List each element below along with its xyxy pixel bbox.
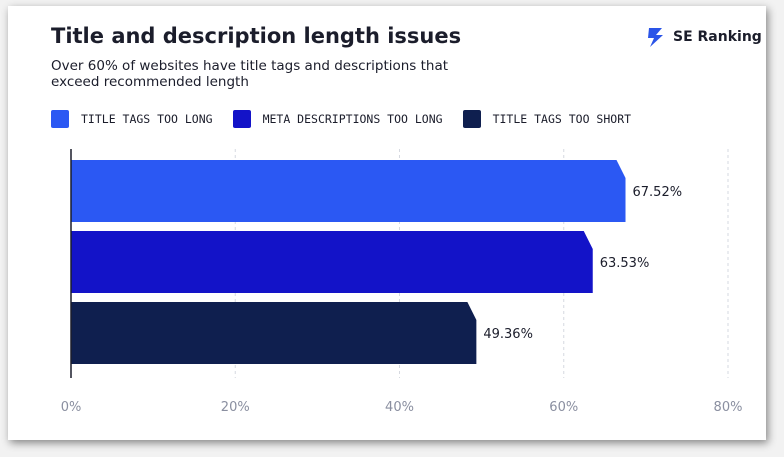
bar-chart: 67.52% 63.53% 49.36% 0% 20% 40% 60% 80%	[61, 149, 743, 415]
legend-label: TITLE TAGS TOO LONG	[81, 112, 213, 126]
legend-item-title-tags-too-short: TITLE TAGS TOO SHORT	[462, 110, 632, 128]
brand-name: SE Ranking	[673, 29, 762, 45]
x-tick-label: 40%	[385, 400, 414, 415]
data-label: 49.36%	[483, 327, 533, 342]
legend-item-title-tags-too-long: TITLE TAGS TOO LONG	[51, 110, 213, 128]
legend-swatch	[462, 110, 481, 128]
data-label: 67.52%	[633, 185, 683, 200]
x-tick-label: 0%	[61, 400, 82, 415]
legend-label: TITLE TAGS TOO SHORT	[492, 112, 632, 126]
legend-item-meta-descriptions-too-long: META DESCRIPTIONS TOO LONG	[232, 110, 443, 128]
x-tick-label: 80%	[714, 400, 743, 415]
x-tick-label: 20%	[221, 400, 250, 415]
bar	[71, 160, 626, 222]
x-tick-label: 60%	[549, 400, 578, 415]
chart-legend: TITLE TAGS TOO LONG META DESCRIPTIONS TO…	[51, 110, 651, 128]
chart-subtitle: Over 60% of websites have title tags and…	[51, 58, 449, 90]
bar	[71, 302, 477, 364]
chart-card: Title and description length issues Over…	[8, 6, 766, 440]
data-label: 63.53%	[600, 256, 650, 271]
legend-swatch	[232, 110, 251, 128]
bar	[71, 231, 593, 293]
legend-swatch	[51, 110, 69, 128]
legend-label: META DESCRIPTIONS TOO LONG	[262, 112, 443, 126]
brand-logo: SE Ranking	[645, 26, 762, 48]
chart-title: Title and description length issues	[51, 24, 462, 48]
lightning-icon	[648, 28, 663, 47]
